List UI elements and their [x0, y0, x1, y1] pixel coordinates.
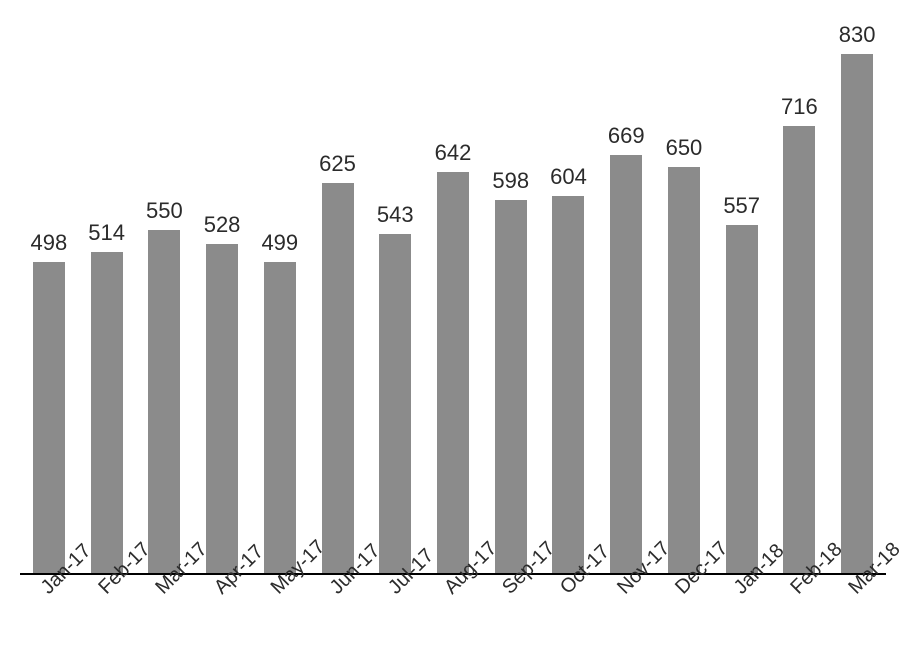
bar [841, 54, 873, 575]
bar-slot: 514 [78, 10, 136, 575]
bars-group: 498 514 550 528 499 625 543 642 598 604 669 650 557 7… [20, 10, 886, 575]
x-label-slot: Jan-17 [20, 575, 78, 665]
bar-value-label: 528 [204, 212, 241, 238]
chart-container: 498 514 550 528 499 625 543 642 598 604 669 650 557 7… [0, 0, 906, 665]
bar-slot: 830 [828, 10, 886, 575]
x-label-slot: Feb-18 [771, 575, 829, 665]
x-label-slot: Feb-17 [78, 575, 136, 665]
bar-slot: 604 [540, 10, 598, 575]
bar [437, 172, 469, 575]
x-label-slot: May-17 [251, 575, 309, 665]
bar-value-label: 669 [608, 123, 645, 149]
bar-value-label: 514 [88, 220, 125, 246]
bar [322, 183, 354, 575]
bar [91, 252, 123, 575]
bar-slot: 625 [309, 10, 367, 575]
x-label-slot: Oct-17 [540, 575, 598, 665]
bar [148, 230, 180, 575]
bar-slot: 716 [771, 10, 829, 575]
bar-slot: 650 [655, 10, 713, 575]
bar [264, 262, 296, 575]
bar-slot: 598 [482, 10, 540, 575]
x-label-slot: Mar-18 [828, 575, 886, 665]
bar-value-label: 550 [146, 198, 183, 224]
x-label-slot: Mar-17 [135, 575, 193, 665]
bar-value-label: 625 [319, 151, 356, 177]
bar [379, 234, 411, 575]
bar-value-label: 543 [377, 202, 414, 228]
x-axis-labels: Jan-17Feb-17Mar-17Apr-17May-17Jun-17Jul-… [20, 575, 886, 665]
bar-slot: 528 [193, 10, 251, 575]
bar-value-label: 557 [723, 193, 760, 219]
bar-slot: 669 [597, 10, 655, 575]
bar-slot: 550 [135, 10, 193, 575]
x-label-slot: Jun-17 [309, 575, 367, 665]
x-label-slot: Nov-17 [597, 575, 655, 665]
x-label-slot: Sep-17 [482, 575, 540, 665]
bar [668, 167, 700, 575]
bar-value-label: 716 [781, 94, 818, 120]
bar-slot: 499 [251, 10, 309, 575]
plot-area: 498 514 550 528 499 625 543 642 598 604 669 650 557 7… [20, 10, 886, 575]
bar [206, 244, 238, 575]
bar-value-label: 830 [839, 22, 876, 48]
x-label-slot: Jul-17 [366, 575, 424, 665]
bar [495, 200, 527, 575]
bar-value-label: 650 [666, 135, 703, 161]
bar-slot: 498 [20, 10, 78, 575]
x-label-slot: Dec-17 [655, 575, 713, 665]
bar [33, 262, 65, 575]
bar-slot: 543 [366, 10, 424, 575]
bar [783, 126, 815, 575]
x-label-slot: Aug-17 [424, 575, 482, 665]
x-label-slot: Apr-17 [193, 575, 251, 665]
bar-value-label: 598 [492, 168, 529, 194]
bar-value-label: 642 [435, 140, 472, 166]
bar-slot: 557 [713, 10, 771, 575]
bar [726, 225, 758, 575]
x-label-slot: Jan-18 [713, 575, 771, 665]
bar-value-label: 498 [31, 230, 68, 256]
bar [610, 155, 642, 575]
bar [552, 196, 584, 575]
bar-value-label: 604 [550, 164, 587, 190]
bar-value-label: 499 [261, 230, 298, 256]
bar-slot: 642 [424, 10, 482, 575]
